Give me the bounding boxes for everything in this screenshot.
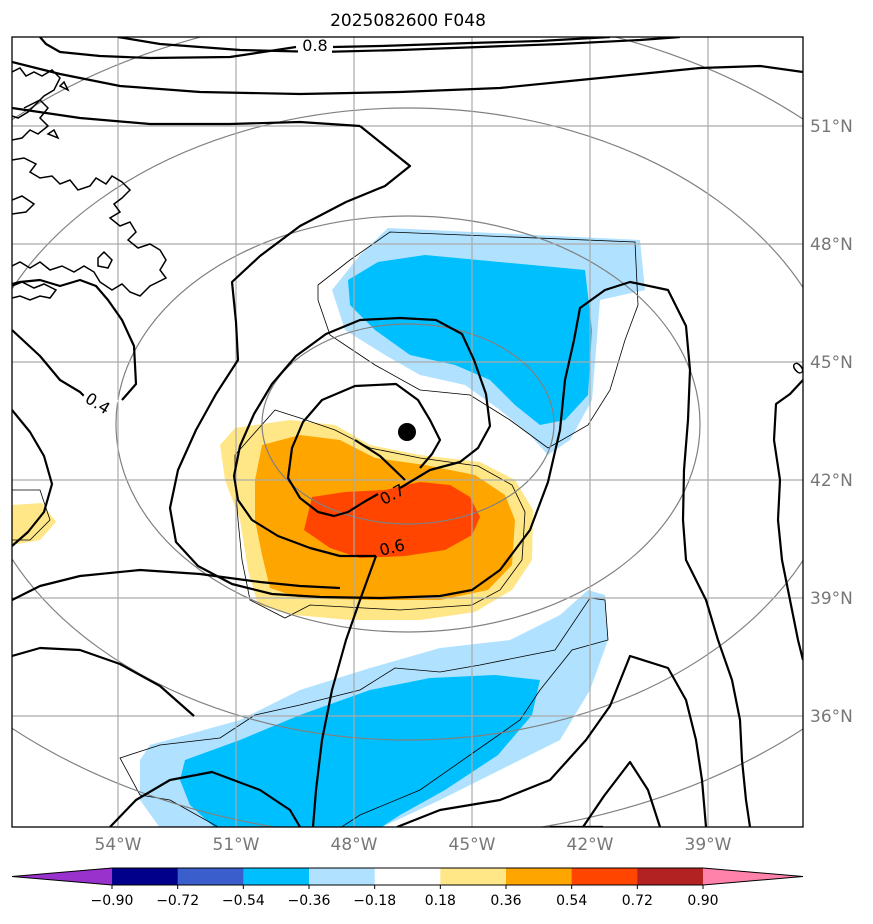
- colorbar-tick-label: −0.36: [288, 893, 331, 909]
- colorbar-tick-label: −0.72: [156, 893, 199, 909]
- colorbar-tick-label: 0.54: [556, 893, 587, 909]
- colorbar-tick-label: 0.18: [425, 893, 456, 909]
- shading-positive: [12, 420, 533, 620]
- latitude-labels: 51°N 48°N 45°N 42°N 39°N 36°N: [810, 117, 853, 727]
- lon-label: 42°W: [567, 835, 614, 855]
- colorbar-segment: [177, 868, 244, 885]
- colorbar-tick-label: 0.90: [687, 893, 718, 909]
- grid-lines: [12, 37, 803, 827]
- colorbar-segment: [440, 868, 507, 885]
- colorbar-tick-label: −0.90: [91, 893, 134, 909]
- colorbar: −0.90 −0.72 −0.54 −0.36 −0.18 0.18 0.36 0.54 0.7…: [11, 867, 804, 909]
- colorbar-segment: [506, 868, 573, 885]
- shading-negative-north: [332, 228, 645, 455]
- longitude-labels: 54°W 51°W 48°W 45°W 42°W 39°W: [95, 835, 732, 855]
- lat-label: 42°N: [810, 471, 853, 491]
- colorbar-segment: [309, 868, 376, 885]
- lon-label: 51°W: [213, 835, 260, 855]
- lat-label: 45°N: [810, 353, 853, 373]
- thick-contours: [12, 37, 803, 827]
- lon-label: 45°W: [449, 835, 496, 855]
- lat-label: 39°N: [810, 589, 853, 609]
- lon-label: 48°W: [331, 835, 378, 855]
- map-frame: [11, 36, 804, 828]
- colorbar-extend-high: [703, 868, 803, 885]
- colorbar-segment: [637, 868, 704, 885]
- colorbar-segment: [112, 868, 179, 885]
- colorbar-segment: [571, 868, 638, 885]
- colorbar-tick-label: −0.54: [222, 893, 265, 909]
- contour-labels: 0.8 0.4 0.7 0.6 0: [77, 36, 803, 560]
- colorbar-segment: [374, 868, 441, 885]
- lon-label: 54°W: [95, 835, 142, 855]
- colorbar-tick-label: 0.36: [490, 893, 521, 909]
- coastline: [12, 67, 168, 301]
- lat-label: 51°N: [810, 117, 853, 137]
- lat-label: 48°N: [810, 235, 853, 255]
- lat-label: 36°N: [810, 707, 853, 727]
- colorbar-tick-label: −0.18: [353, 893, 396, 909]
- lon-label: 39°W: [685, 835, 732, 855]
- colorbar-segment: [243, 868, 310, 885]
- contour-label: 0.8: [302, 36, 327, 55]
- colorbar-tick-label: 0.72: [622, 893, 653, 909]
- colorbar-extend-low: [12, 868, 112, 885]
- low-center-dot: [398, 423, 416, 441]
- shading-negative-south: [140, 590, 608, 827]
- map-title: 2025082600 F048: [330, 11, 486, 31]
